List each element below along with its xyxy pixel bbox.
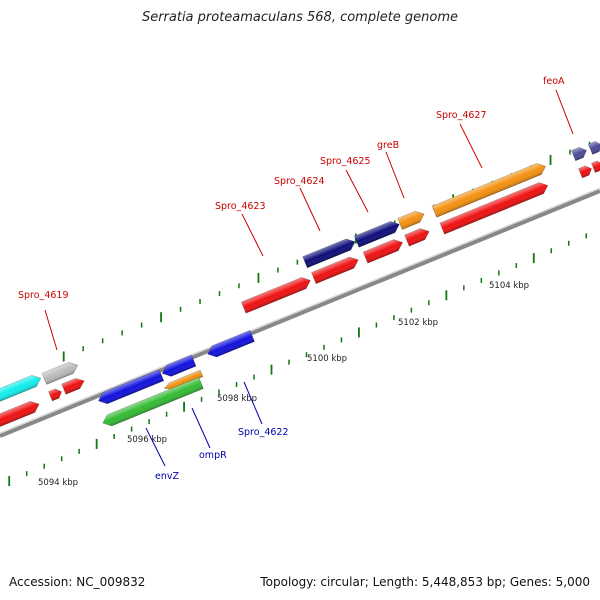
gene-arrow[interactable] <box>0 373 43 408</box>
callout-line <box>191 407 211 449</box>
gene-arrow[interactable] <box>206 329 255 359</box>
map-title: Serratia proteamaculans 568, complete ge… <box>141 10 459 25</box>
gene-arrow[interactable] <box>397 209 427 230</box>
genome-stats-text: Topology: circular; Length: 5,448,853 bp… <box>260 575 590 589</box>
gene-arrow[interactable] <box>96 369 165 407</box>
callout-line <box>345 169 369 213</box>
gene-label[interactable]: Spro_4622 <box>238 427 289 438</box>
gene-arrow[interactable] <box>362 237 405 264</box>
scale-label: 5102 kbp <box>398 318 438 328</box>
gene-label[interactable]: envZ <box>155 471 179 482</box>
callout-line <box>299 187 321 232</box>
gene-arrow[interactable] <box>48 387 64 402</box>
gene-label[interactable]: Spro_4627 <box>436 110 487 121</box>
gene-arrow[interactable] <box>163 369 204 392</box>
gene-arrow[interactable] <box>404 226 432 247</box>
callout-line <box>385 151 405 199</box>
gene-arrow[interactable] <box>439 180 550 235</box>
gene-arrow[interactable] <box>591 159 600 173</box>
gene-arrow[interactable] <box>61 376 87 395</box>
scale-label: 5104 kbp <box>489 281 529 291</box>
gene-label[interactable]: Spro_4625 <box>320 156 371 167</box>
gene-label[interactable]: Spro_4624 <box>274 176 325 187</box>
gene-arrow[interactable] <box>0 399 41 430</box>
callout-line <box>459 123 483 169</box>
gene-arrow[interactable] <box>311 254 361 285</box>
gene-arrow[interactable] <box>101 377 204 428</box>
gene-arrow[interactable] <box>571 145 588 162</box>
scale-label: 5094 kbp <box>38 478 78 488</box>
gene-arrow[interactable] <box>302 236 358 269</box>
callout-line <box>145 427 166 467</box>
scale-label: 5098 kbp <box>217 394 257 404</box>
gene-arrow[interactable] <box>41 360 80 385</box>
gene-label[interactable]: Spro_4623 <box>215 201 266 212</box>
gene-arrow[interactable] <box>354 219 401 248</box>
backbone-line <box>0 187 600 434</box>
callout-line <box>241 213 264 257</box>
accession-text: Accession: NC_009832 <box>9 575 146 589</box>
callout-line <box>243 381 263 425</box>
gene-label[interactable]: Spro_4619 <box>18 290 69 301</box>
callout-line <box>555 89 574 135</box>
backbone-line <box>0 189 600 438</box>
gene-arrow[interactable] <box>431 161 548 218</box>
gene-arrow[interactable] <box>587 140 600 155</box>
gene-arrow[interactable] <box>160 354 197 379</box>
callout-line <box>44 309 58 351</box>
scale-label: 5096 kbp <box>127 435 167 445</box>
gene-label[interactable]: ompR <box>199 450 227 461</box>
gene-label[interactable]: greB <box>377 140 399 151</box>
gene-label[interactable]: feoA <box>543 76 565 87</box>
gene-arrow[interactable] <box>578 164 594 179</box>
scale-label: 5100 kbp <box>307 354 347 364</box>
gene-arrow[interactable] <box>241 275 312 314</box>
